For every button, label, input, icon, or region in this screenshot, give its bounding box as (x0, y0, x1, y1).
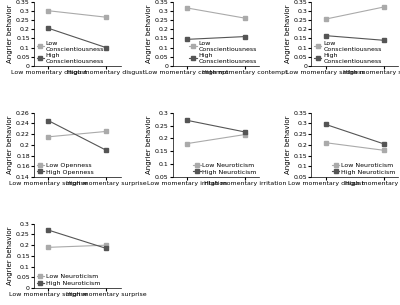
Line: High
Conscientiousness: High Conscientiousness (185, 34, 247, 41)
Legend: Low
Conscientiousness, High
Conscientiousness: Low Conscientiousness, High Conscientiou… (36, 40, 105, 64)
Low Neuroticism (242, 133, 247, 136)
High Neuroticism (185, 119, 190, 122)
Low Openness (46, 135, 51, 139)
Line: Low Neuroticism: Low Neuroticism (46, 243, 108, 249)
Legend: Low Neuroticism, High Neuroticism: Low Neuroticism, High Neuroticism (36, 273, 101, 286)
Y-axis label: Angrier behavior: Angrier behavior (146, 116, 152, 174)
Y-axis label: Angrier behavior: Angrier behavior (7, 116, 13, 174)
Y-axis label: Angrier behavior: Angrier behavior (7, 227, 13, 285)
Low Openness (104, 130, 109, 133)
High Neuroticism (104, 246, 109, 250)
Line: Low Openness: Low Openness (46, 129, 108, 139)
Y-axis label: Angrier behavior: Angrier behavior (7, 5, 13, 63)
High
Conscientiousness (381, 38, 386, 42)
High
Conscientiousness (46, 27, 51, 30)
Low
Conscientiousness (381, 5, 386, 9)
High
Conscientiousness (242, 35, 247, 38)
Low Neuroticism (185, 142, 190, 145)
Legend: Low Openness, High Openness: Low Openness, High Openness (36, 162, 94, 175)
Line: Low Neuroticism: Low Neuroticism (185, 132, 247, 146)
Line: High
Conscientiousness: High Conscientiousness (324, 34, 386, 42)
Line: High Neuroticism: High Neuroticism (185, 118, 247, 134)
Line: Low
Conscientiousness: Low Conscientiousness (185, 6, 247, 20)
Low
Conscientiousness (185, 6, 190, 10)
Y-axis label: Angrier behavior: Angrier behavior (285, 5, 291, 63)
Legend: Low
Conscientiousness, High
Conscientiousness: Low Conscientiousness, High Conscientiou… (313, 40, 382, 64)
Line: High Neuroticism: High Neuroticism (324, 122, 386, 146)
Line: Low
Conscientiousness: Low Conscientiousness (324, 5, 386, 21)
Line: Low Neuroticism: Low Neuroticism (324, 141, 386, 152)
High Openness (104, 149, 109, 152)
High
Conscientiousness (185, 38, 190, 41)
Y-axis label: Angrier behavior: Angrier behavior (146, 5, 152, 63)
Low
Conscientiousness (242, 16, 247, 20)
Y-axis label: Angrier behavior: Angrier behavior (285, 116, 291, 174)
High Neuroticism (323, 123, 328, 126)
Line: High Neuroticism: High Neuroticism (46, 228, 108, 250)
Low
Conscientiousness (46, 9, 51, 13)
Low
Conscientiousness (104, 15, 109, 19)
High Neuroticism (381, 142, 386, 145)
Low Neuroticism (323, 141, 328, 145)
Low Neuroticism (46, 246, 51, 249)
Legend: Low Neuroticism, High Neuroticism: Low Neuroticism, High Neuroticism (192, 162, 258, 175)
Legend: Low Neuroticism, High Neuroticism: Low Neuroticism, High Neuroticism (331, 162, 396, 175)
Line: Low
Conscientiousness: Low Conscientiousness (46, 9, 108, 19)
High
Conscientiousness (323, 34, 328, 38)
Line: High
Conscientiousness: High Conscientiousness (46, 26, 108, 50)
Line: High Openness: High Openness (46, 119, 108, 152)
Low Neuroticism (104, 243, 109, 247)
High Neuroticism (242, 130, 247, 134)
High Openness (46, 119, 51, 123)
Legend: Low
Conscientiousness, High
Conscientiousness: Low Conscientiousness, High Conscientiou… (188, 40, 258, 64)
High
Conscientiousness (104, 46, 109, 49)
High Neuroticism (46, 228, 51, 232)
Low
Conscientiousness (323, 17, 328, 21)
Low Neuroticism (381, 149, 386, 152)
